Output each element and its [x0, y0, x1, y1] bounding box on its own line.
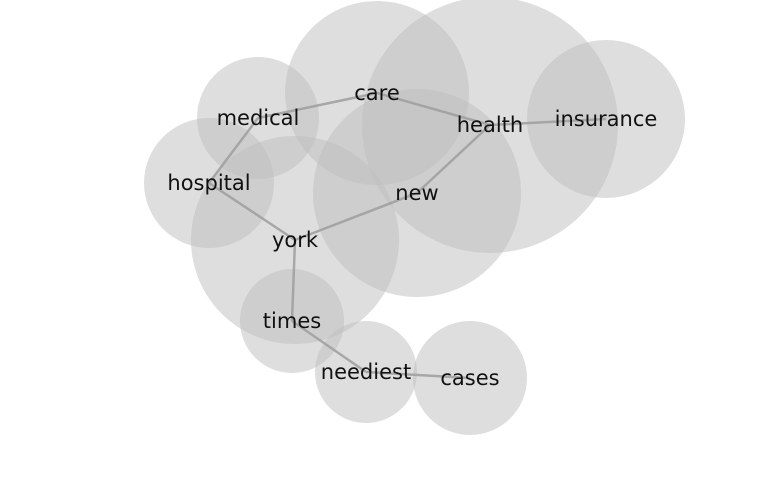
edge-times-neediest: [291, 319, 367, 374]
node-circles: [144, 0, 685, 435]
node-label-medical: medical: [217, 106, 300, 130]
edge-care-medical: [257, 91, 378, 120]
node-label-cases: cases: [440, 366, 499, 390]
edge-york-times: [290, 239, 297, 322]
edge-medical-hospital: [208, 117, 259, 184]
node-label-insurance: insurance: [555, 107, 658, 131]
edges: [208, 91, 607, 380]
node-label-hospital: hospital: [167, 171, 250, 195]
node-label-times: times: [263, 309, 321, 333]
edge-health-insurance: [489, 117, 607, 127]
node-label-new: new: [395, 181, 438, 205]
node-label-care: care: [354, 81, 400, 105]
edge-new-york: [294, 191, 418, 242]
node-label-york: york: [272, 228, 319, 252]
node-label-health: health: [457, 113, 523, 137]
edge-hospital-york: [208, 181, 296, 242]
node-label-neediest: neediest: [321, 360, 411, 384]
edge-health-care: [376, 91, 491, 127]
edge-health-new: [416, 124, 491, 194]
node-labels: health care new york insurance medical hospita…: [167, 81, 657, 390]
edge-neediest-cases: [365, 370, 471, 380]
